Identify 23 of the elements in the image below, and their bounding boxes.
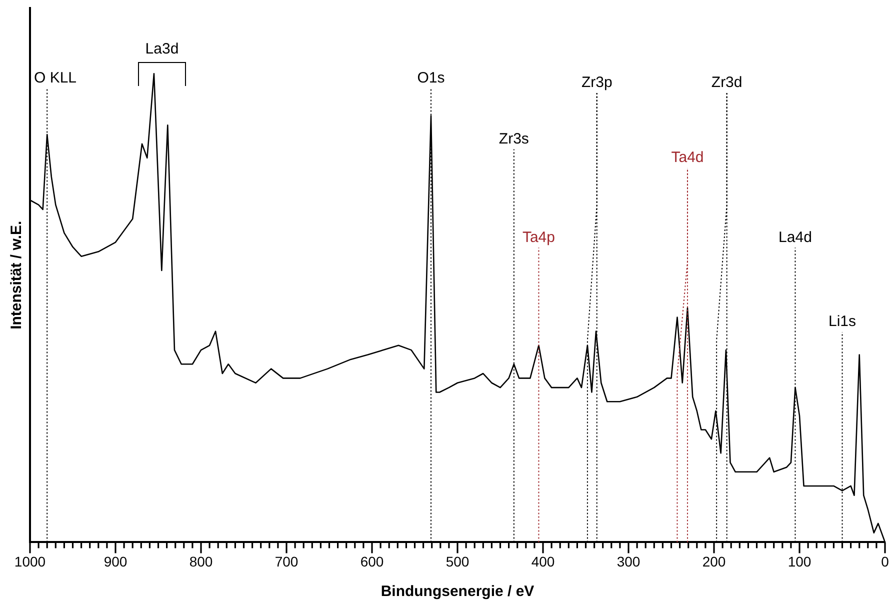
ref-line-label: O KLL	[34, 69, 77, 86]
ref-line-label: Zr3s	[498, 130, 529, 148]
ref-line-label: Ta4p	[522, 228, 555, 246]
x-tick-label: 400	[531, 553, 555, 570]
x-tick-label: 600	[360, 553, 384, 570]
ref-line-label: Li1s	[828, 313, 856, 330]
x-tick-label: 0	[881, 553, 890, 570]
x-tick-label: 700	[274, 553, 298, 570]
ref-line-label: Zr3p	[581, 74, 612, 92]
x-tick-label: 1000	[14, 553, 46, 570]
text: La3d	[145, 40, 179, 58]
ref-line-label: La4d	[778, 228, 812, 246]
ref-line-label: Zr3d	[711, 74, 742, 92]
x-tick-label: 800	[189, 553, 213, 570]
x-tick-label: 300	[616, 553, 640, 570]
x-tick-label: 900	[104, 553, 128, 570]
x-tick-label: 100	[788, 553, 812, 570]
x-tick-label: 200	[702, 553, 726, 570]
ref-line-label: O1s	[417, 69, 445, 86]
x-tick-label: 500	[446, 553, 470, 570]
ref-line-label: Ta4d	[671, 149, 704, 166]
x-axis-title: Bindungsenergie / eV	[380, 583, 534, 600]
y-axis-title: Intensität / w.E.	[8, 220, 26, 330]
